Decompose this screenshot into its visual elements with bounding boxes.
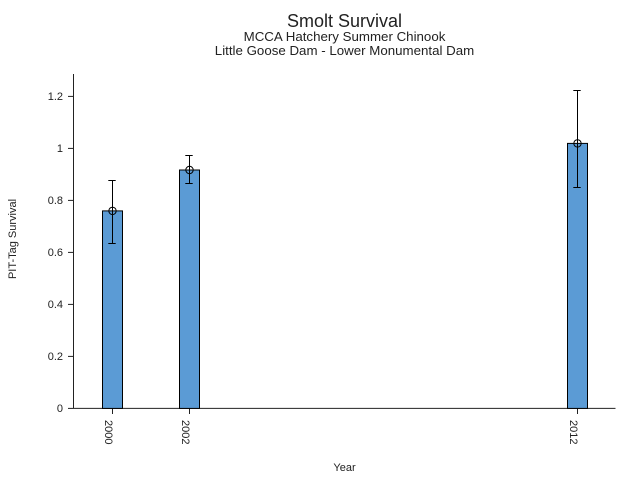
svg-text:0: 0 (57, 403, 63, 415)
svg-text:0.2: 0.2 (48, 351, 63, 363)
svg-text:1: 1 (57, 143, 63, 155)
svg-text:0.6: 0.6 (48, 247, 63, 259)
svg-text:0.4: 0.4 (48, 299, 63, 311)
svg-text:1.2: 1.2 (48, 91, 63, 103)
svg-text:0.8: 0.8 (48, 195, 63, 207)
